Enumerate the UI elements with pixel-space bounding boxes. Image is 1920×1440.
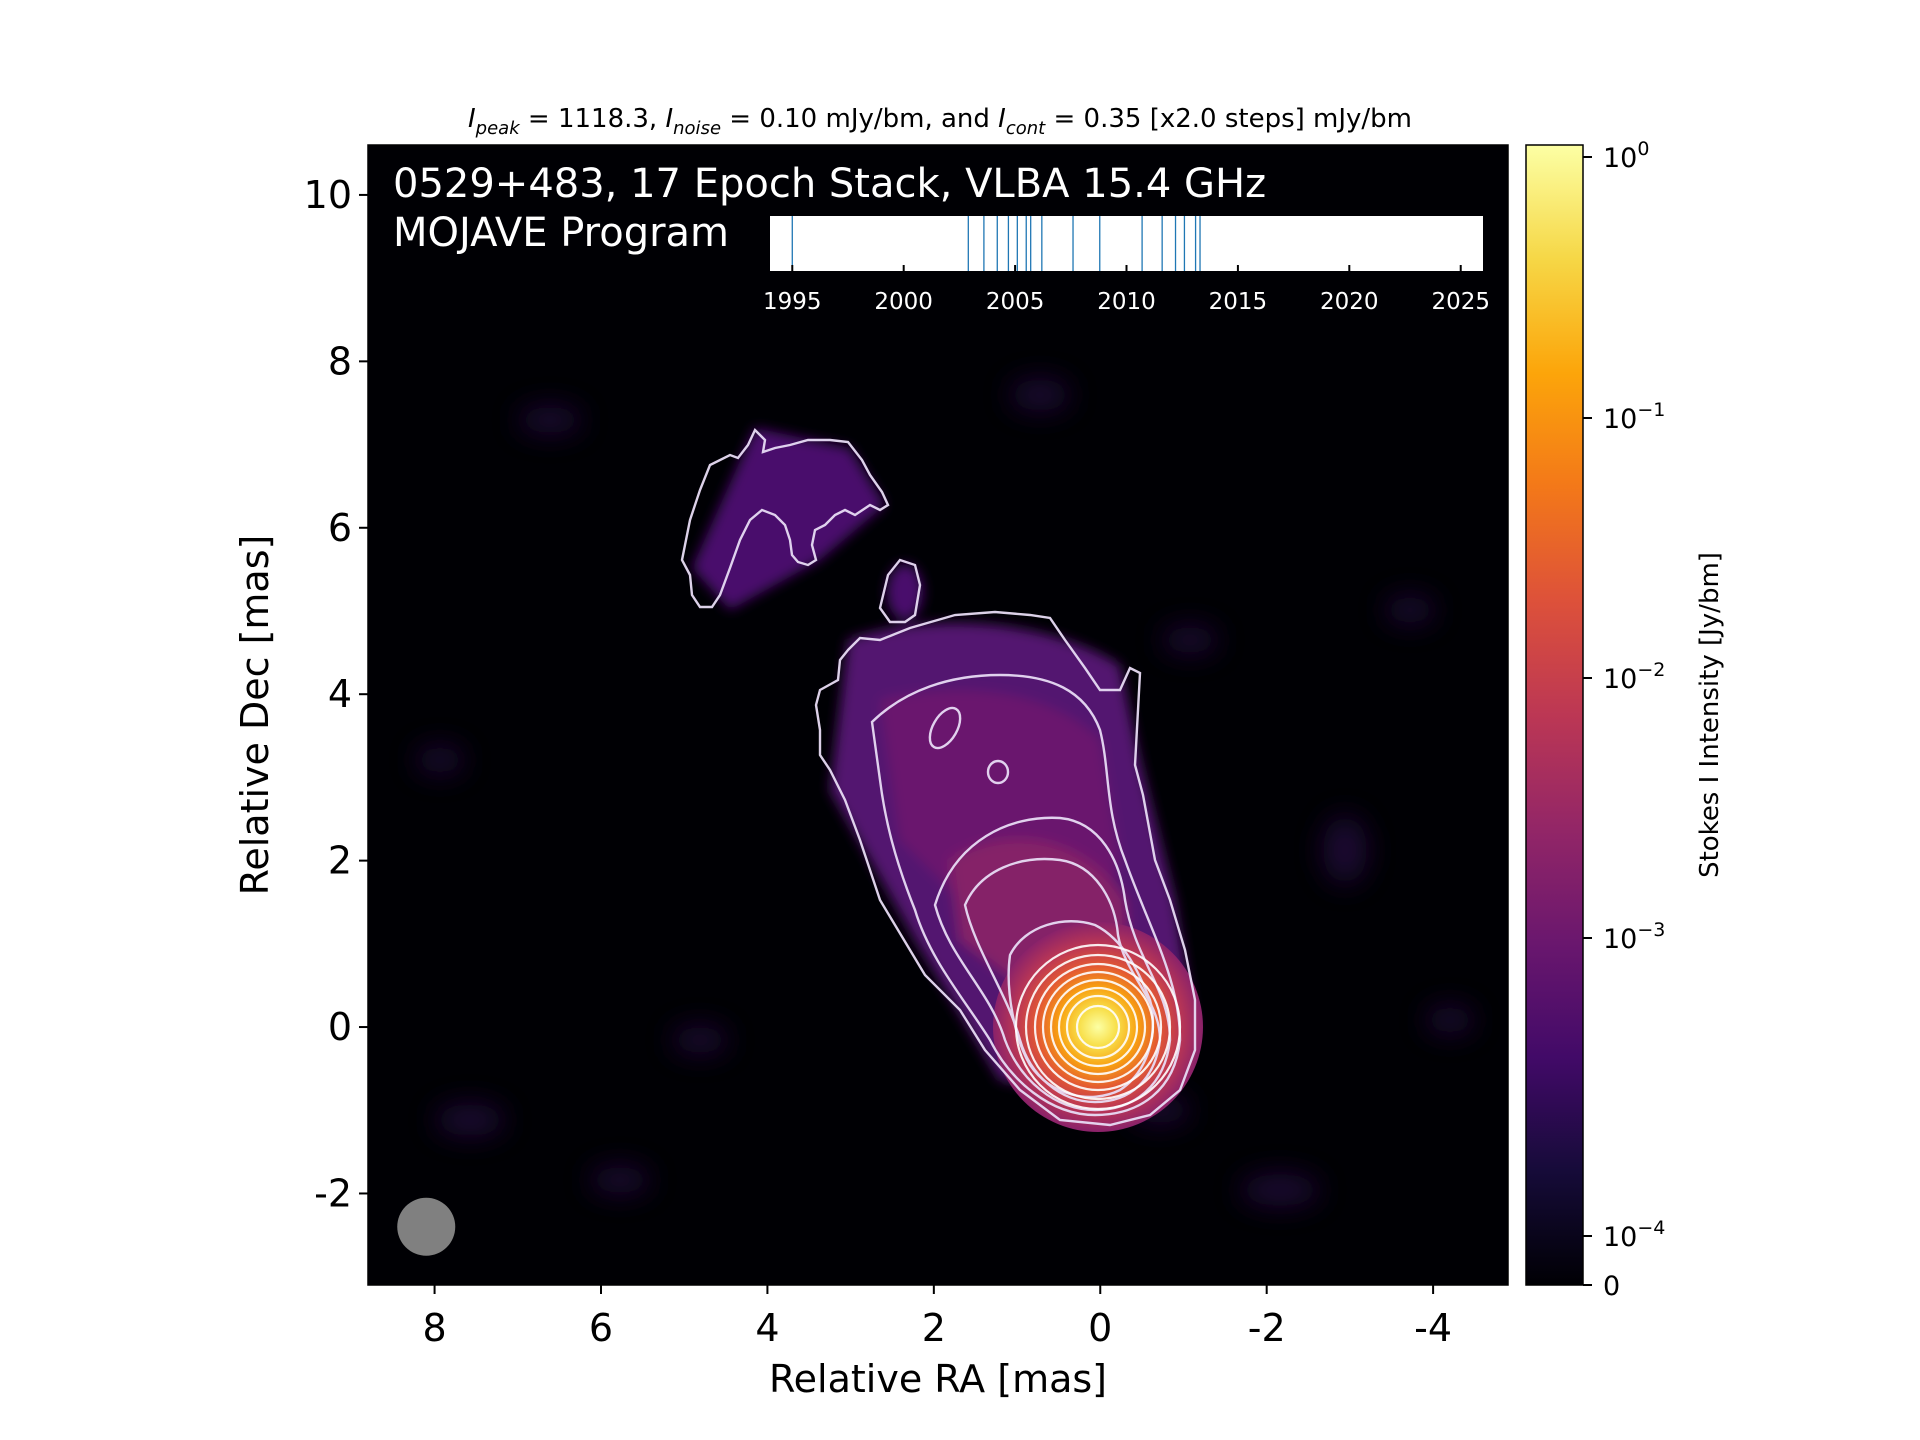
core-emission bbox=[993, 922, 1203, 1132]
contour-lines bbox=[680, 427, 1197, 1127]
colorbar-label: Stokes I Intensity [Jy/bm] bbox=[1695, 552, 1725, 878]
y-axis: -2 0 2 4 6 8 10 bbox=[304, 173, 368, 1215]
y-tick-label: 8 bbox=[328, 339, 352, 383]
timeline-tick-label: 2010 bbox=[1097, 289, 1156, 315]
timeline-tick-label: 2025 bbox=[1431, 289, 1490, 315]
x-tick-label: 2 bbox=[922, 1306, 946, 1350]
colorbar-gradient bbox=[1525, 144, 1584, 1286]
colorbar-tick-label: 10−1 bbox=[1603, 399, 1665, 435]
x-tick-label: 8 bbox=[422, 1306, 446, 1350]
core-contours bbox=[1014, 943, 1182, 1111]
timeline-tick-label: 2015 bbox=[1209, 289, 1268, 315]
y-axis-label: Relative Dec [mas] bbox=[233, 535, 277, 896]
y-tick-label: 6 bbox=[328, 506, 352, 550]
x-tick-label: 0 bbox=[1088, 1306, 1112, 1350]
timeline-box bbox=[770, 216, 1483, 271]
y-tick-label: 2 bbox=[328, 839, 352, 883]
epoch-timeline: 1995 2000 2005 2010 2015 2020 2025 bbox=[763, 216, 1490, 315]
y-tick-label: -2 bbox=[314, 1171, 352, 1215]
colorbar: 100 10−1 10−2 10−3 10−4 0 Stokes I Intensity … bbox=[1525, 138, 1725, 1302]
timeline-tick-label: 2020 bbox=[1320, 289, 1379, 315]
timeline-tick-label: 1995 bbox=[763, 289, 822, 315]
y-tick-label: 4 bbox=[328, 672, 352, 716]
colorbar-tick-label: 10−2 bbox=[1603, 659, 1665, 695]
y-tick-label: 0 bbox=[328, 1005, 352, 1049]
beam-ellipse bbox=[397, 1197, 456, 1256]
x-tick-label: -2 bbox=[1248, 1306, 1286, 1350]
colorbar-tick-label: 10−3 bbox=[1603, 919, 1665, 955]
colorbar-tick-label: 0 bbox=[1603, 1271, 1620, 1302]
program-annotation: MOJAVE Program bbox=[393, 210, 729, 256]
background-noise bbox=[416, 379, 1474, 1206]
colorbar-tick-label: 10−4 bbox=[1603, 1217, 1665, 1253]
y-tick-label: 10 bbox=[304, 173, 352, 217]
chart-title: Ipeak = 1118.3, Inoise = 0.10 mJy/bm, an… bbox=[468, 104, 1412, 139]
x-tick-label: -4 bbox=[1414, 1306, 1452, 1350]
intensity-map bbox=[368, 145, 1508, 1285]
colorbar-tick-label: 100 bbox=[1603, 138, 1649, 174]
timeline-tick-label: 2000 bbox=[874, 289, 933, 315]
timeline-tick-label: 2005 bbox=[986, 289, 1045, 315]
x-axis-label: Relative RA [mas] bbox=[769, 1357, 1107, 1401]
x-tick-label: 6 bbox=[589, 1306, 613, 1350]
source-annotation: 0529+483, 17 Epoch Stack, VLBA 15.4 GHz bbox=[393, 161, 1266, 207]
x-axis: 8 6 4 2 0 -2 -4 bbox=[422, 1285, 1452, 1350]
x-tick-label: 4 bbox=[755, 1306, 779, 1350]
plot-frame bbox=[367, 144, 1509, 1286]
